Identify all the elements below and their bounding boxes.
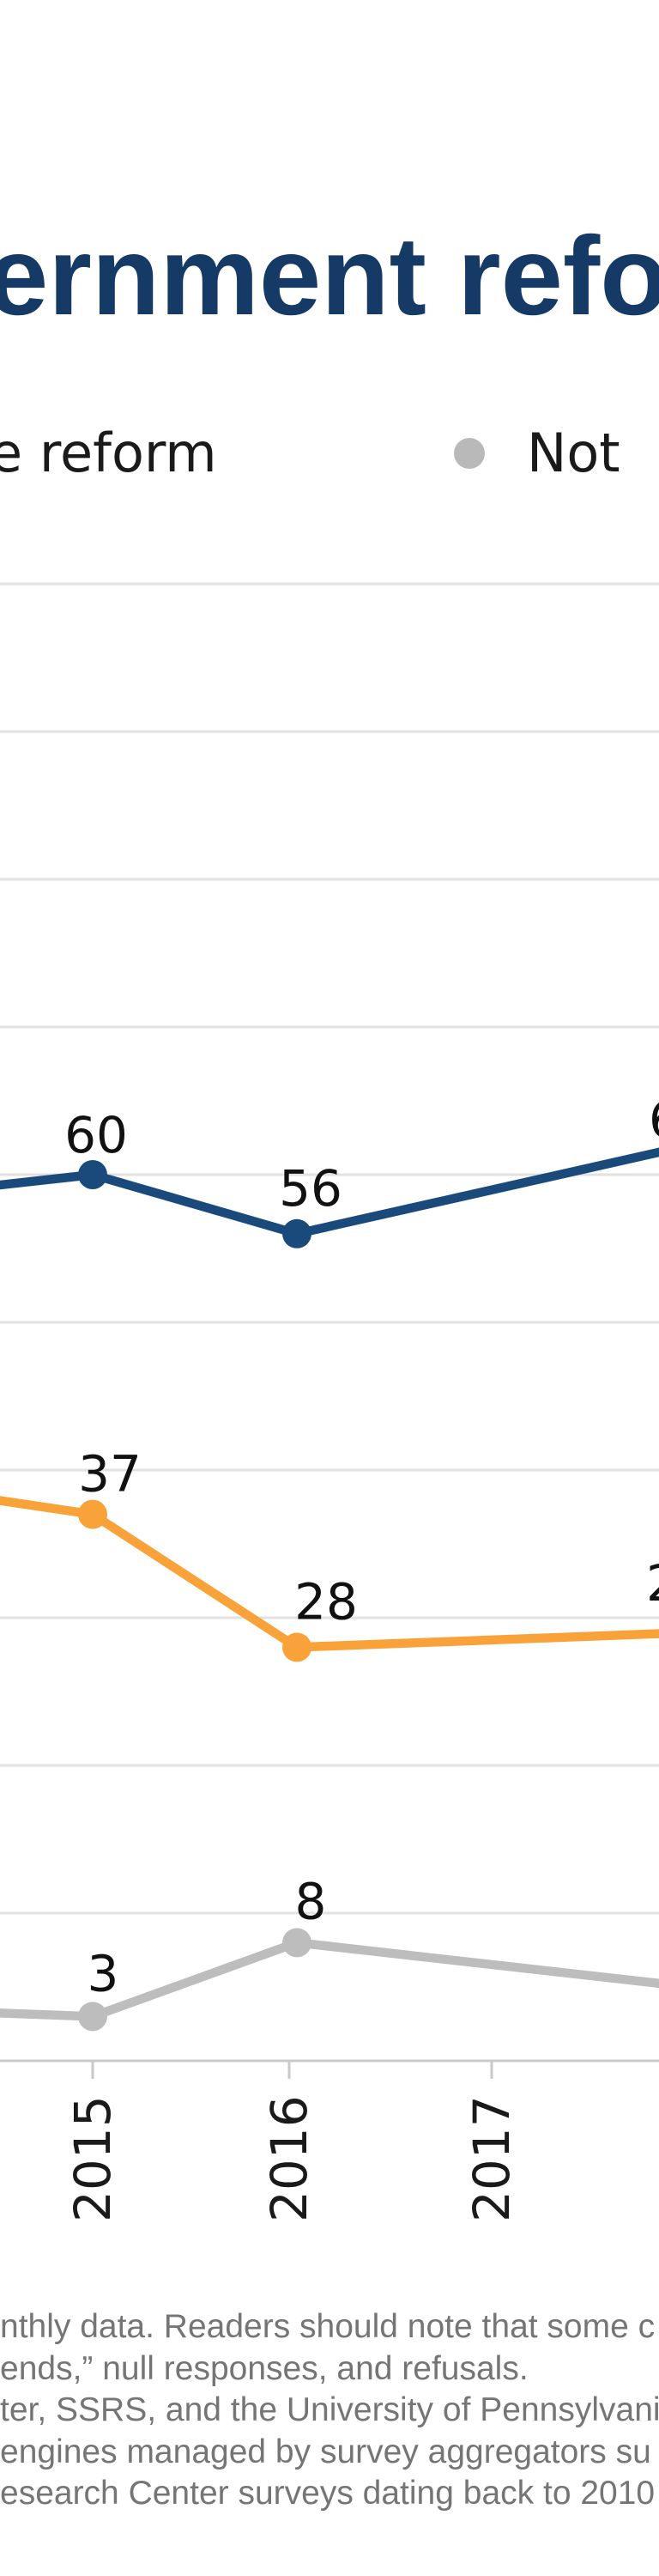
footer-line: ter, SSRS, and the University of Pennsyl…	[0, 2391, 659, 2428]
data-point-label: 37	[78, 1445, 142, 1504]
x-tick-label: 2017	[463, 2095, 521, 2222]
data-point-orange-2016	[282, 1632, 311, 1662]
legend-dot-gray-icon	[454, 438, 485, 469]
data-point-label: 3	[88, 1944, 119, 2002]
series-line-orange	[0, 1496, 659, 1652]
data-point-orange-2015	[78, 1499, 107, 1529]
footer-line: nthly data. Readers should note that som…	[0, 2308, 656, 2345]
data-point-label: 8	[295, 1872, 327, 1930]
partial-data-label: 6	[649, 1091, 659, 1149]
series-line-gray	[0, 1938, 659, 2021]
x-tick-label: 2015	[63, 2095, 122, 2222]
data-point-navy-2016	[282, 1218, 311, 1249]
chart-title: ernment refo	[0, 213, 659, 338]
data-point-label: 28	[294, 1572, 358, 1631]
series-line-navy	[0, 1147, 659, 1239]
footer-line: ends,” null responses, and refusals.	[0, 2349, 529, 2387]
footer-notes: nthly data. Readers should note that som…	[0, 2306, 659, 2515]
partial-data-label: 2	[646, 1554, 659, 1613]
data-point-gray-2016	[282, 1928, 311, 1958]
footer-line: esearch Center surveys dating back to 20…	[0, 2475, 656, 2512]
data-point-navy-2015	[78, 1160, 107, 1189]
data-point-label: 56	[279, 1159, 342, 1218]
data-point-gray-2015	[78, 2002, 107, 2032]
footer-line: engines managed by survey aggregators su	[0, 2433, 651, 2470]
legend-item-reform-label: e reform	[0, 422, 217, 484]
data-point-label: 60	[64, 1106, 128, 1164]
x-tick-label: 2016	[260, 2095, 318, 2222]
legend-item-not-label: Not	[527, 422, 620, 484]
